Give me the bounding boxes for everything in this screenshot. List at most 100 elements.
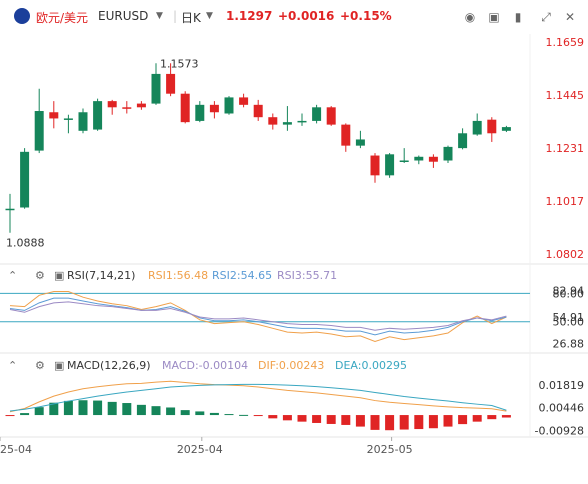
- candle-body: [20, 151, 30, 208]
- macd-bar: [385, 415, 395, 431]
- candle-body: [341, 124, 351, 146]
- macd-bar: [443, 415, 453, 427]
- candle-body: [166, 73, 176, 94]
- rsi-tick-label: 26.88: [553, 338, 585, 351]
- macd-title: MACD(12,26,9): [67, 359, 151, 372]
- macd-bar: [253, 415, 263, 417]
- macd-axis: 0.01819 0.00446 -0.00928: [535, 379, 584, 437]
- rsi-line-3: [9, 301, 507, 331]
- price-axis: 1.1659 1.1445 1.1231 1.1017 1.0802: [546, 36, 585, 261]
- dea-line: [9, 383, 507, 412]
- rsi2-legend: RSI2:54.65: [212, 269, 272, 282]
- macd-bar: [341, 415, 351, 425]
- candle-body: [282, 122, 292, 125]
- macd-bar: [370, 415, 380, 430]
- expand-icon[interactable]: ⤢: [541, 10, 551, 24]
- dea-legend: DEA:0.00295: [335, 359, 407, 372]
- macd-bar: [312, 415, 322, 423]
- candle-icon[interactable]: ▮: [514, 10, 522, 24]
- dif-legend: DIF:0.00243: [258, 359, 324, 372]
- macd-bar: [34, 407, 44, 416]
- candle-body: [239, 97, 249, 105]
- chevron-down-icon[interactable]: ▼: [156, 11, 163, 21]
- candle-body: [93, 101, 103, 130]
- candle-body: [428, 156, 438, 162]
- price-change: +0.0016: [278, 9, 335, 23]
- macd-bar: [297, 415, 307, 422]
- macd-tick-label: -0.00928: [535, 424, 584, 437]
- macd-bar: [355, 415, 365, 427]
- rsi-panel: [0, 291, 530, 343]
- high-annotation: 1.1573: [160, 57, 199, 70]
- macd-bar: [49, 402, 59, 416]
- settings-gear-icon[interactable]: ⚙: [35, 269, 45, 282]
- macd-legend: MACD:-0.00104: [162, 359, 248, 372]
- image-icon[interactable]: ▣: [488, 10, 500, 24]
- macd-bar: [414, 415, 424, 430]
- macd-bar: [326, 415, 336, 424]
- candle-body: [34, 111, 44, 151]
- macd-settings-gear-icon[interactable]: ⚙: [35, 359, 45, 372]
- candle-body: [209, 104, 219, 113]
- candle-body: [107, 101, 117, 108]
- macd-bar: [195, 411, 205, 416]
- close-icon[interactable]: ✕: [564, 10, 576, 24]
- dif-line: [9, 380, 507, 413]
- candle-body: [151, 73, 161, 104]
- macd-bar: [93, 400, 103, 416]
- macd-bar: [166, 407, 176, 416]
- macd-collapse-icon[interactable]: ⌃: [8, 359, 17, 372]
- rsi-line-1: [9, 291, 507, 343]
- macd-bar: [209, 412, 219, 416]
- price-change-pct: +0.15%: [340, 9, 392, 23]
- candle-body: [312, 107, 322, 121]
- candle-body: [443, 146, 453, 161]
- macd-bar: [472, 415, 482, 422]
- candle-body: [399, 160, 409, 162]
- candle-body: [487, 119, 497, 134]
- macd-bar: [458, 415, 468, 425]
- rsi-header: ⌃ ⚙ ▣ RSI(7,14,21) RSI1:56.48 RSI2:54.65…: [8, 269, 337, 282]
- macd-bar: [239, 414, 249, 416]
- candle-body: [49, 112, 59, 119]
- macd-bar: [180, 410, 190, 416]
- timeframe-selector[interactable]: 日K: [181, 11, 201, 25]
- candle-body: [370, 155, 380, 176]
- symbol-code: EURUSD: [98, 9, 149, 23]
- candle-body: [253, 104, 263, 118]
- candle-body: [472, 120, 482, 135]
- candle-body: [297, 120, 307, 123]
- candle-body: [385, 154, 395, 176]
- candle-body: [136, 103, 146, 108]
- macd-bar: [399, 415, 409, 430]
- candlestick-series: [5, 63, 511, 233]
- macd-bar: [268, 415, 278, 419]
- macd-tick-label: 0.00446: [539, 402, 585, 415]
- collapse-icon[interactable]: ⌃: [8, 269, 17, 282]
- macd-panel: [5, 380, 511, 431]
- rsi-tick-label: 82.94: [553, 285, 585, 298]
- pair-name[interactable]: 欧元/美元: [36, 11, 89, 25]
- candle-body: [78, 112, 88, 131]
- macd-bar: [151, 406, 161, 416]
- macd-bar: [20, 413, 30, 416]
- macd-bar: [122, 403, 132, 416]
- macd-indicator-icon: ▣: [54, 359, 64, 372]
- candle-body: [195, 104, 205, 121]
- price-tick-label: 1.1445: [546, 89, 585, 102]
- eye-icon[interactable]: ◉: [464, 10, 476, 24]
- candle-body: [458, 133, 468, 149]
- rsi-tick-label: 80.00: [553, 287, 585, 300]
- candle-body: [224, 97, 234, 114]
- low-annotation: 1.0888: [6, 237, 45, 250]
- candle-body: [5, 208, 15, 211]
- candle-body: [63, 118, 73, 120]
- price-tick-label: 1.1017: [546, 195, 585, 208]
- time-tick-label: 2025-04: [177, 443, 223, 456]
- macd-bar: [487, 415, 497, 420]
- price-tick-label: 1.1231: [546, 142, 585, 155]
- chart-header: 欧元/美元 EURUSD ▼ | 日K ▼ 1.1297 +0.0016 +0.…: [0, 0, 588, 34]
- timeframe-chevron-icon[interactable]: ▼: [206, 11, 213, 21]
